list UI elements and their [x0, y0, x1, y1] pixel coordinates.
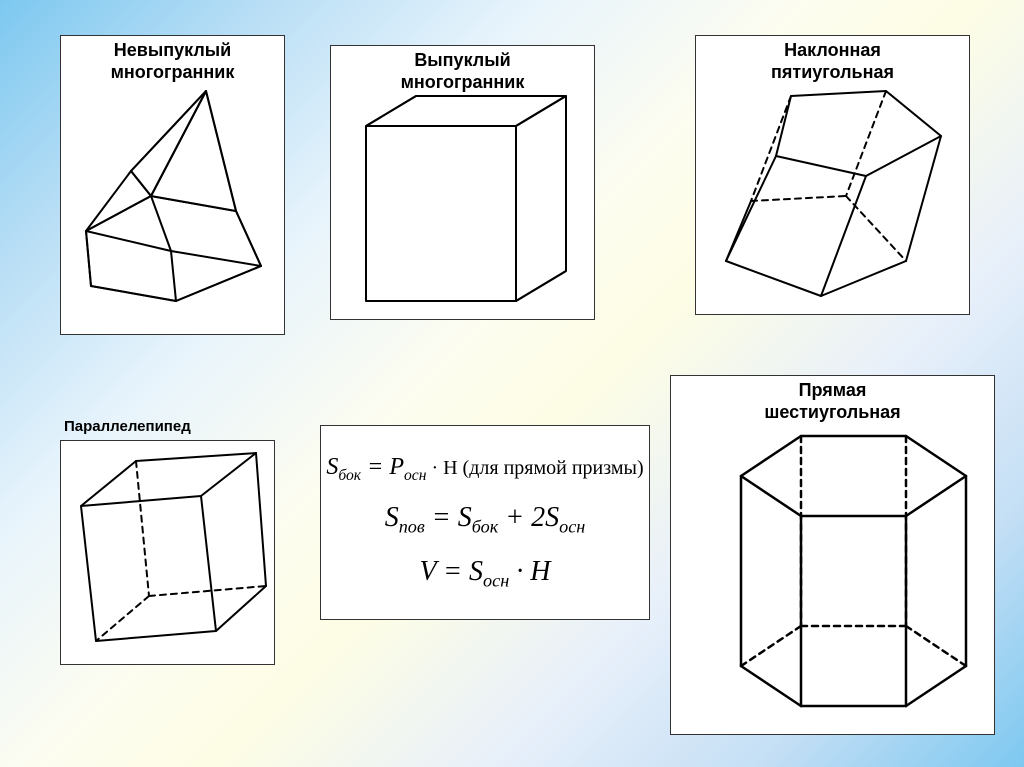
f1-lhs-main: S — [326, 454, 338, 480]
f3-r1-main: S — [469, 556, 483, 587]
panel-convex: Выпуклый многогранник — [330, 45, 595, 320]
formula-line-3: V = Sосн · H — [420, 556, 551, 592]
title-convex-l2: многогранник — [401, 72, 525, 92]
title-right-hex-l2: шестиугольная — [764, 402, 900, 422]
shape-parallelepiped — [61, 441, 276, 666]
panel-formulas: Sбок = Pосн · H (для прямой призмы) Sпов… — [320, 425, 650, 620]
f3-r1-sub: осн — [483, 570, 509, 590]
panel-parallelepiped — [60, 440, 275, 665]
title-nonconvex: Невыпуклый многогранник — [61, 40, 284, 83]
title-parallelepiped: Параллелепипед — [60, 418, 279, 436]
title-nonconvex-l1: Невыпуклый — [114, 40, 231, 60]
f1-mid: · H (для прямой призмы) — [426, 457, 643, 479]
f3-tail: · H — [509, 556, 550, 587]
f2-lhs-sub: пов — [399, 517, 425, 537]
title-oblique-pent-l1: Наклонная — [784, 40, 881, 60]
formula-line-2: Sпов = Sбок + 2Sосн — [385, 502, 586, 538]
f3-eq: = — [436, 556, 469, 587]
panel-right-hexagonal: Прямая шестиугольная — [670, 375, 995, 735]
f1-r1-sub: осн — [404, 466, 426, 483]
title-convex: Выпуклый многогранник — [331, 50, 594, 93]
panel-nonconvex: Невыпуклый многогранник — [60, 35, 285, 335]
f3-lhs-main: V — [420, 556, 437, 587]
formula-line-1: Sбок = Pосн · H (для прямой призмы) — [326, 454, 643, 485]
title-parallelepiped-text: Параллелепипед — [64, 418, 191, 435]
f2-r1-sub: бок — [472, 517, 499, 537]
title-oblique-pent: Наклонная пятиугольная — [696, 40, 969, 83]
f2-r2-sub: осн — [559, 517, 585, 537]
panel-oblique-pentagonal: Наклонная пятиугольная — [695, 35, 970, 315]
f1-lhs-sub: бок — [338, 466, 361, 483]
f2-r2-main: S — [545, 502, 559, 533]
f1-r1-main: P — [389, 454, 404, 480]
f2-eq: = — [425, 502, 458, 533]
title-oblique-pent-l2: пятиугольная — [771, 62, 894, 82]
title-right-hex: Прямая шестиугольная — [671, 380, 994, 423]
title-right-hex-l1: Прямая — [799, 380, 867, 400]
title-convex-l1: Выпуклый — [414, 50, 510, 70]
f2-r1-main: S — [458, 502, 472, 533]
f2-plus: + 2 — [498, 502, 545, 533]
title-nonconvex-l2: многогранник — [111, 62, 235, 82]
shape-right-hexagonal — [671, 376, 996, 736]
f1-eq: = — [361, 454, 389, 480]
f2-lhs-main: S — [385, 502, 399, 533]
